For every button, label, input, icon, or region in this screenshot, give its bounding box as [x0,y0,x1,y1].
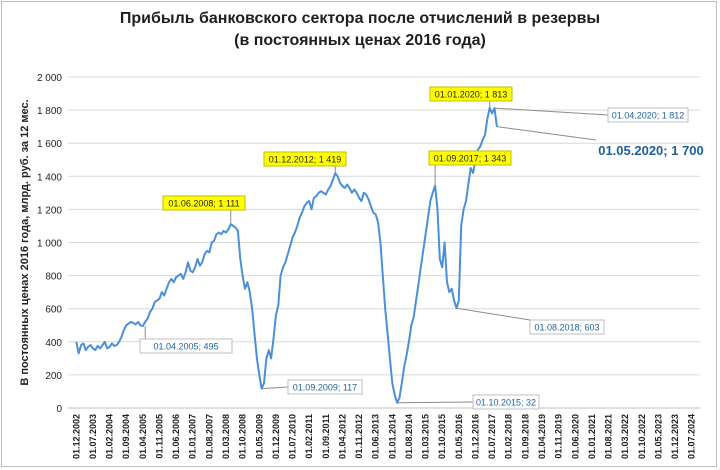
annotation-label: 01.01.2020; 1 813 [435,90,508,100]
x-tick-label: 01.07.2024 [687,414,697,459]
x-tick-label: 01.10.2008 [238,414,248,459]
x-tick-label: 01.09.2011 [321,414,331,459]
annotation-label: 01.12.2012; 1 419 [269,155,342,165]
x-tick-label: 01.02.2011 [304,414,314,459]
x-tick-label: 01.04.2012 [337,414,347,459]
x-tick-label: 01.12.2016 [470,414,480,459]
annotation-label: 01.09.2009; 117 [293,383,357,393]
x-tick-label: 01.05.2009 [254,414,264,459]
x-tick-label: 01.06.2013 [371,414,381,459]
x-tick-label: 01.11.2005 [154,414,164,459]
chart-subtitle: (в постоянных ценах 2016 года) [234,32,486,49]
x-tick-label: 01.12.2002 [71,414,81,459]
annotation-callout: 01.12.2012; 1 419 [263,151,347,174]
annotation-box [428,150,512,166]
annotation-leader [261,386,289,390]
x-tick-label: 01.12.2023 [670,414,680,459]
y-tick-label: 200 [45,371,62,382]
x-tick-label: 01.10.2022 [637,414,647,459]
y-tick-label: 1 800 [37,106,62,117]
x-tick-label: 01.04.2019 [537,414,547,459]
y-tick-label: 400 [45,338,62,349]
x-tick-label: 01.02.2004 [105,414,115,459]
annotation-callout: 01.04.2020; 1 812 [494,107,689,123]
annotation-box [162,195,246,211]
x-tick-label: 01.11.2012 [354,414,364,459]
x-tick-label: 01.11.2019 [554,414,564,459]
annotation-leader [496,126,597,141]
x-tick-label: 01.09.2004 [121,414,131,459]
annotation-callout: 01.06.2008; 1 111 [162,195,246,225]
x-tick-label: 01.01.2021 [587,414,597,459]
annotation-label: 01.04.2005; 495 [153,342,218,352]
annotation-box [429,86,513,102]
annotation-callout: 01.08.2018; 603 [456,307,605,335]
y-tick-label: 1 400 [37,172,62,183]
annotation-label: 01.10.2015; 32 [476,398,536,408]
y-tick-label: 1 200 [37,205,62,216]
annotation-box [287,379,363,395]
annotation-callout: 01.09.2009; 117 [261,379,363,395]
y-tick-label: 1 000 [37,239,62,250]
x-tick-label: 01.12.2009 [271,414,281,459]
y-tick-label: 2 000 [37,73,62,84]
x-tick-label: 01.05.2023 [653,414,663,459]
annotation-leader [397,401,474,404]
x-tick-label: 01.01.2014 [387,414,397,459]
x-tick-label: 01.03.2022 [620,414,630,459]
annotation-label: 01.04.2020; 1 812 [612,111,685,121]
annotation-label: 01.08.2018; 603 [534,323,599,333]
x-tick-label: 01.08.2021 [604,414,614,459]
x-tick-label: 01.10.2015 [437,414,447,459]
annotation-leader [494,107,609,116]
x-tick-label: 01.03.2008 [221,414,231,459]
x-tick-label: 01.06.2006 [171,414,181,459]
x-tick-label: 01.07.2010 [288,414,298,459]
x-tick-label: 01.04.2005 [138,414,148,459]
x-tick-label: 01.05.2016 [454,414,464,459]
x-tick-label: 01.03.2015 [421,414,431,459]
x-tick-label: 01.08.2014 [404,414,414,459]
annotation-box [472,394,540,410]
series-line [75,106,498,404]
y-axis-label: В постоянных ценах 2016 года, млрд. руб.… [19,99,31,385]
annotation-label: 01.05.2020; 1 700 [598,143,704,158]
x-tick-label: 01.01.2007 [188,414,198,459]
chart-title: Прибыль банковского сектора после отчисл… [119,10,601,27]
annotation-callout: 01.10.2015; 32 [397,394,540,410]
y-tick-label: 600 [45,305,62,316]
annotation-callout: 01.05.2020; 1 700 [496,126,704,158]
x-tick-label: 01.06.2020 [570,414,580,459]
y-tick-label: 1 600 [37,139,62,150]
y-tick-label: 800 [45,272,62,283]
x-tick-label: 01.09.2018 [520,414,530,459]
annotation-label: 01.09.2017; 1 343 [434,154,507,164]
annotation-label: 01.06.2008; 1 111 [168,199,239,209]
annotation-box [529,319,605,335]
annotation-box [607,107,689,123]
x-tick-label: 01.02.2018 [504,414,514,459]
annotation-callout: 01.01.2020; 1 813 [429,86,513,108]
x-tick-label: 01.08.2007 [204,414,214,459]
x-tick-label: 01.07.2003 [88,414,98,459]
annotation-callout: 01.04.2005; 495 [139,326,233,354]
x-tick-label: 01.07.2017 [487,414,497,459]
annotation-box [139,338,233,354]
annotation-leader [456,307,531,321]
annotation-callout: 01.09.2017; 1 343 [428,150,512,186]
y-tick-label: 0 [56,404,62,415]
annotation-box [263,151,347,167]
